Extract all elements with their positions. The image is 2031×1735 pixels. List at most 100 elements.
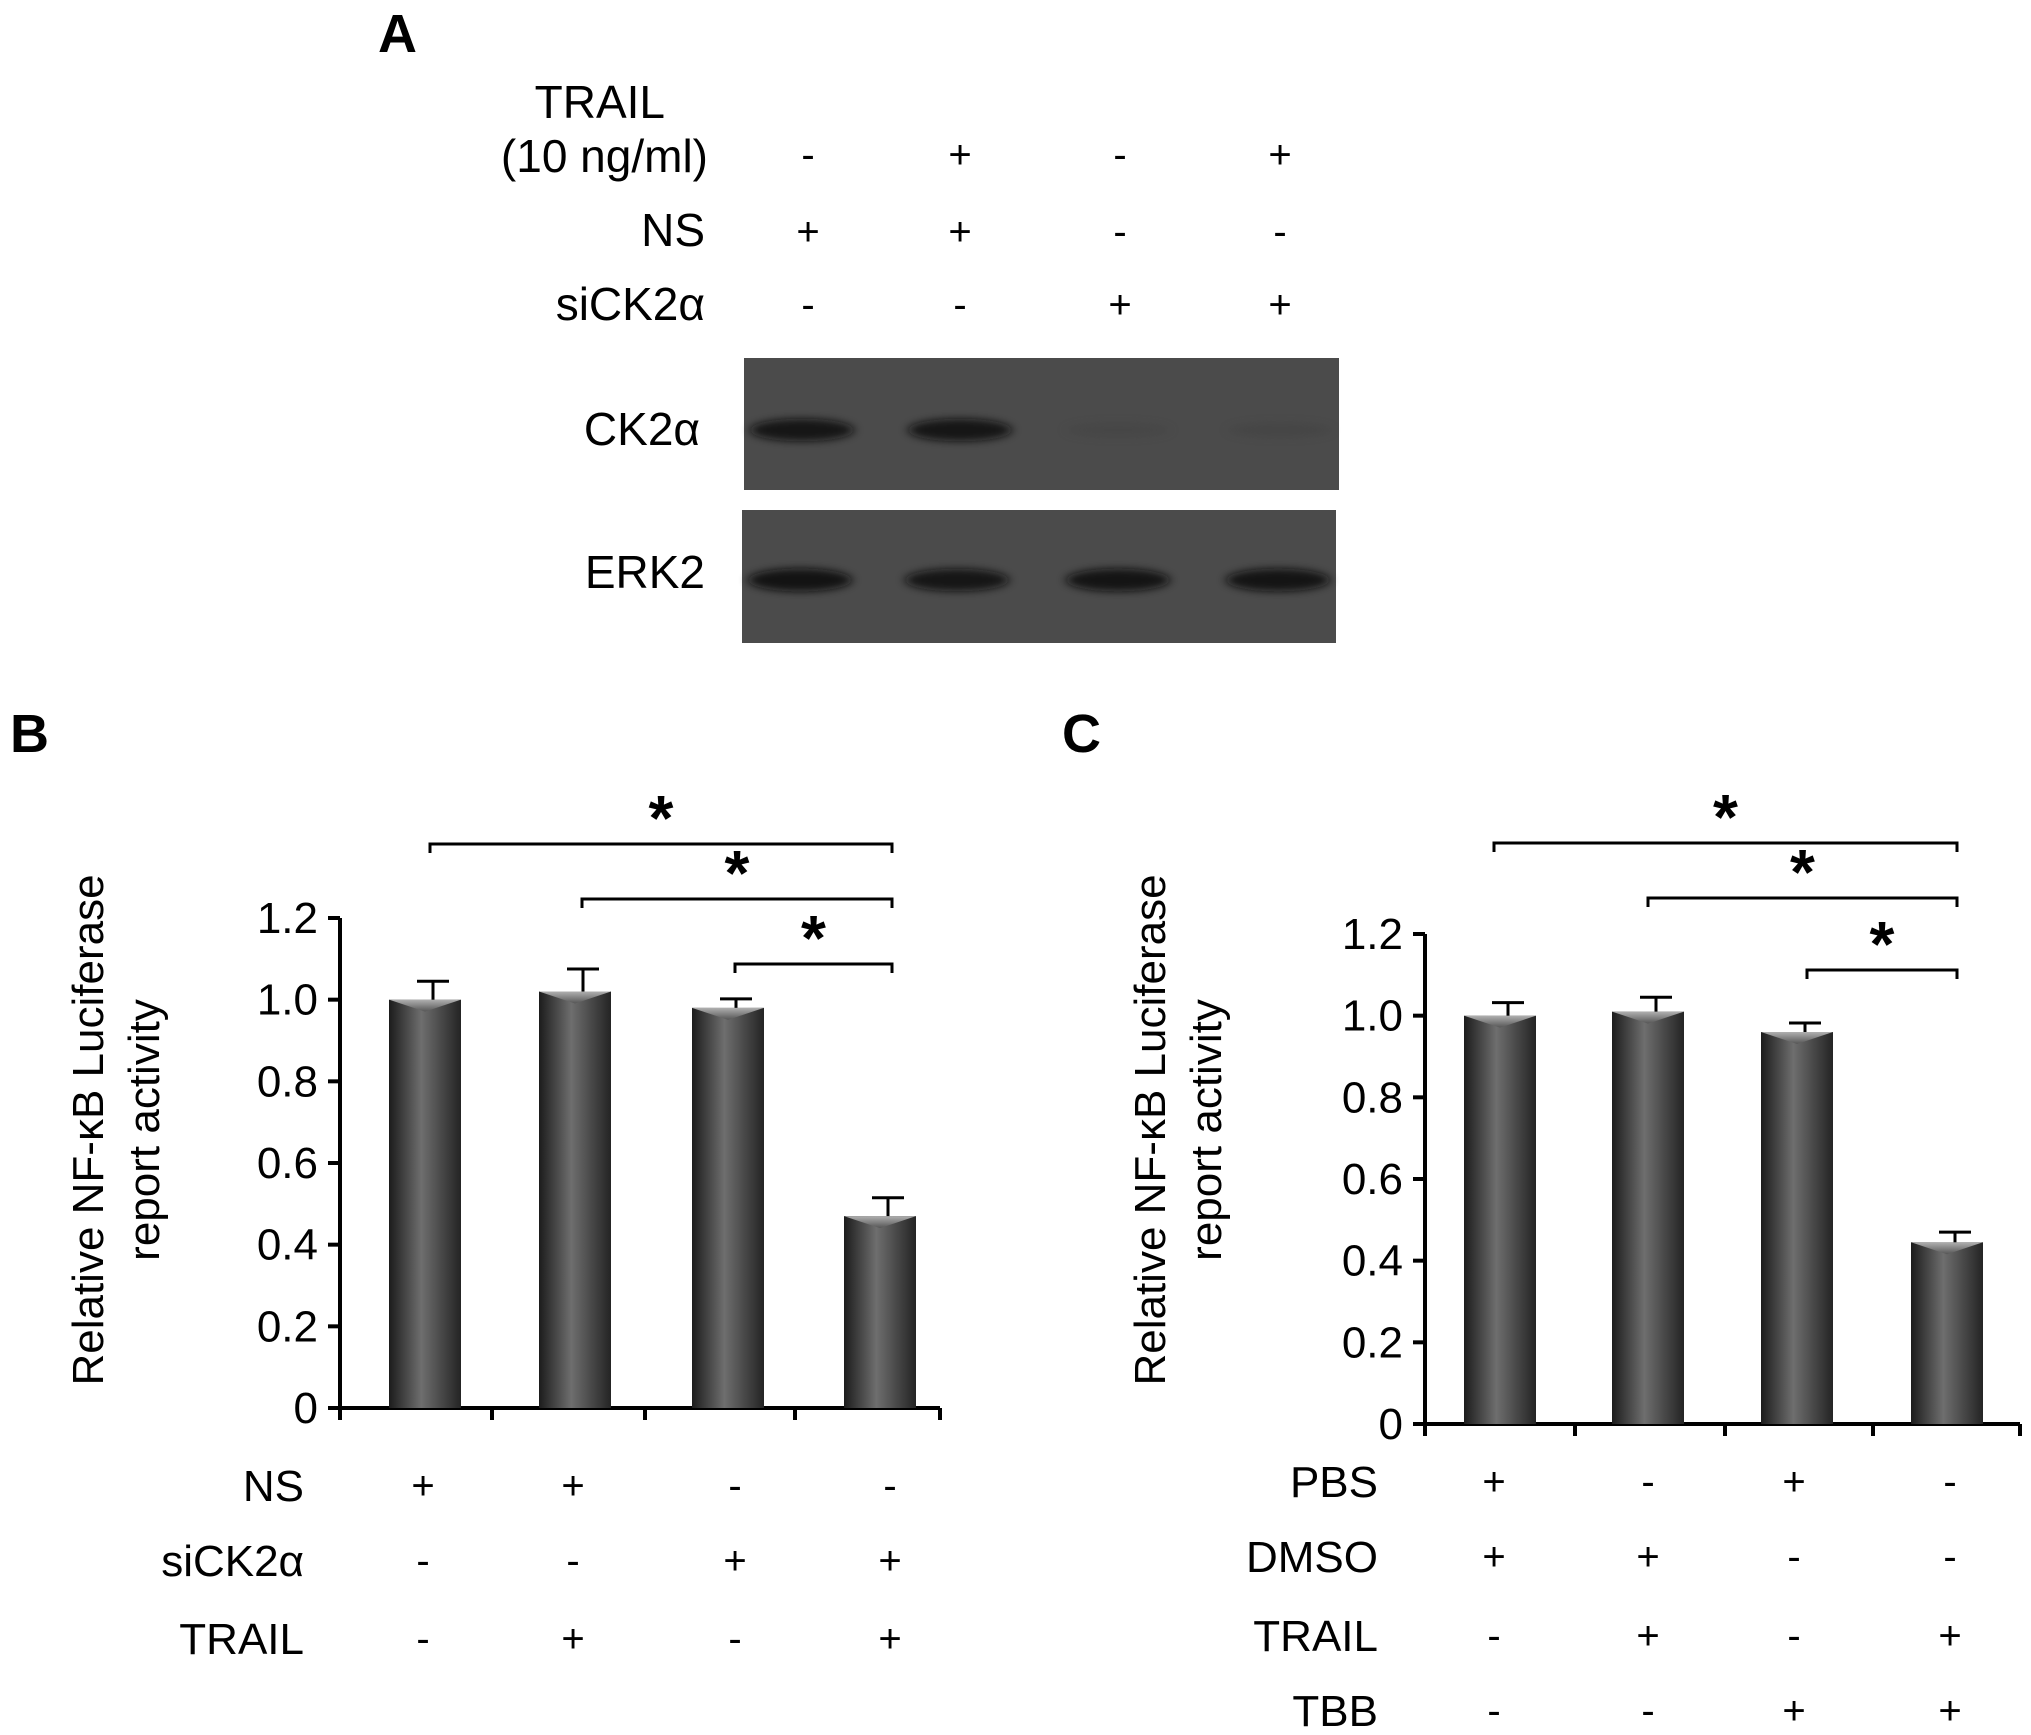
condition-sign: +: [1482, 1460, 1505, 1504]
condition-sign: +: [561, 1617, 584, 1661]
y-tick-label: 0.8: [1342, 1073, 1403, 1122]
panel-a: A TRAIL (10 ng/ml) NS siCK2α - + - + + + - - - - +…: [378, 4, 1339, 643]
bar: [389, 999, 461, 1408]
trail-dose-label: (10 ng/ml): [501, 130, 708, 182]
condition-sign: -: [416, 1617, 429, 1661]
panel-a-condition-signs: - + - + + + - - - - + +: [796, 133, 1291, 327]
condition-sign: +: [1782, 1689, 1805, 1733]
panel-a-sign: +: [948, 133, 971, 177]
condition-sign: +: [411, 1464, 434, 1508]
significance-star: *: [1713, 781, 1738, 853]
y-axis-label-line: report activity: [120, 999, 169, 1261]
condition-sign: -: [883, 1464, 896, 1508]
condition-row-label: PBS: [1290, 1458, 1378, 1507]
bar: [1612, 1011, 1684, 1424]
condition-row-label: NS: [243, 1462, 304, 1511]
bar-cap: [539, 991, 611, 1004]
y-axis-label-line: report activity: [1182, 999, 1231, 1261]
erk2-blot-label: ERK2: [585, 546, 705, 598]
condition-sign: -: [1943, 1535, 1956, 1579]
erk2-bands: [748, 568, 1330, 592]
ck2a-blot-label: CK2α: [584, 403, 700, 455]
bar-cap: [1612, 1011, 1684, 1024]
y-tick-label: 1.0: [257, 976, 318, 1025]
condition-sign: +: [1938, 1689, 1961, 1733]
trail-row-label: TRAIL: [535, 76, 665, 128]
y-tick-label: 0.6: [257, 1139, 318, 1188]
bar: [844, 1216, 916, 1408]
bar: [1911, 1242, 1983, 1424]
blot-band: [748, 568, 852, 592]
panel-b-chart: B Relative NF-κB Luciferase report activi…: [10, 704, 942, 1664]
condition-row-label: DMSO: [1246, 1533, 1378, 1582]
panel-a-letter: A: [378, 4, 417, 64]
condition-row-label: siCK2α: [161, 1537, 304, 1586]
y-axis-label: Relative NF-κB Luciferase report activity: [1126, 874, 1231, 1385]
y-tick-label: 0: [294, 1384, 318, 1433]
bar: [539, 991, 611, 1408]
bar: [692, 1007, 764, 1408]
significance-bracket: [1805, 968, 1959, 979]
blot-band: [1228, 422, 1332, 438]
condition-sign: +: [1938, 1614, 1961, 1658]
condition-sign: +: [1636, 1614, 1659, 1658]
significance-bracket: [1492, 841, 1959, 852]
sick2a-row-label: siCK2α: [556, 278, 705, 330]
condition-sign: +: [878, 1617, 901, 1661]
condition-sign: -: [1787, 1535, 1800, 1579]
bar: [1761, 1032, 1833, 1424]
condition-sign: -: [1787, 1614, 1800, 1658]
panel-a-sign: -: [953, 283, 966, 327]
blot-band: [1066, 422, 1170, 438]
condition-sign: +: [723, 1539, 746, 1583]
y-axis-label: Relative NF-κB Luciferase report activity: [64, 874, 169, 1385]
y-tick-label: 0.2: [1342, 1318, 1403, 1367]
significance-star: *: [649, 782, 674, 854]
panel-c-chart: C Relative NF-κB Luciferase report activi…: [1062, 704, 2022, 1735]
significance-bracket: [1646, 896, 1959, 907]
significance-star: *: [801, 902, 826, 974]
condition-row-label: TBB: [1292, 1687, 1378, 1735]
panel-a-sign: +: [948, 210, 971, 254]
bar-cap: [389, 999, 461, 1012]
y-tick-label: 0.8: [257, 1057, 318, 1106]
bar-cap: [1761, 1032, 1833, 1044]
blot-band: [905, 568, 1009, 592]
condition-sign: -: [1641, 1689, 1654, 1733]
ns-row-label: NS: [641, 204, 705, 256]
panel-a-sign: -: [1273, 210, 1286, 254]
condition-sign: -: [728, 1617, 741, 1661]
significance-bracket: [428, 842, 894, 853]
y-tick-label: 1.2: [1342, 910, 1403, 959]
panel-a-sign: -: [801, 283, 814, 327]
panel-c-letter: C: [1062, 704, 1101, 764]
condition-row-label: TRAIL: [179, 1615, 304, 1664]
y-tick-label: 0: [1379, 1400, 1403, 1449]
panel-a-sign: +: [1268, 133, 1291, 177]
condition-sign: -: [1487, 1689, 1500, 1733]
panel-b-letter: B: [10, 704, 49, 764]
y-tick-label: 0.2: [257, 1302, 318, 1351]
significance-bracket: [580, 897, 894, 908]
bar-cap: [844, 1216, 916, 1229]
condition-sign: +: [561, 1464, 584, 1508]
bar-cap: [692, 1007, 764, 1020]
condition-sign: -: [728, 1464, 741, 1508]
blot-band: [908, 418, 1012, 442]
panel-a-sign: -: [1113, 210, 1126, 254]
y-tick-label: 1.2: [257, 894, 318, 943]
ck2a-bands: [750, 418, 1332, 442]
blot-band: [1066, 568, 1170, 592]
panel-a-sign: +: [1268, 283, 1291, 327]
blot-band: [750, 418, 854, 442]
bar-cap: [1464, 1015, 1536, 1028]
condition-sign: +: [1636, 1535, 1659, 1579]
condition-sign: +: [1782, 1460, 1805, 1504]
significance-star: *: [725, 837, 750, 909]
significance-star: *: [1870, 908, 1895, 980]
panel-a-sign: -: [801, 133, 814, 177]
condition-sign: -: [416, 1539, 429, 1583]
significance-star: *: [1790, 836, 1815, 908]
y-axis-label-line: Relative NF-κB Luciferase: [1126, 874, 1175, 1385]
condition-sign: -: [1943, 1460, 1956, 1504]
